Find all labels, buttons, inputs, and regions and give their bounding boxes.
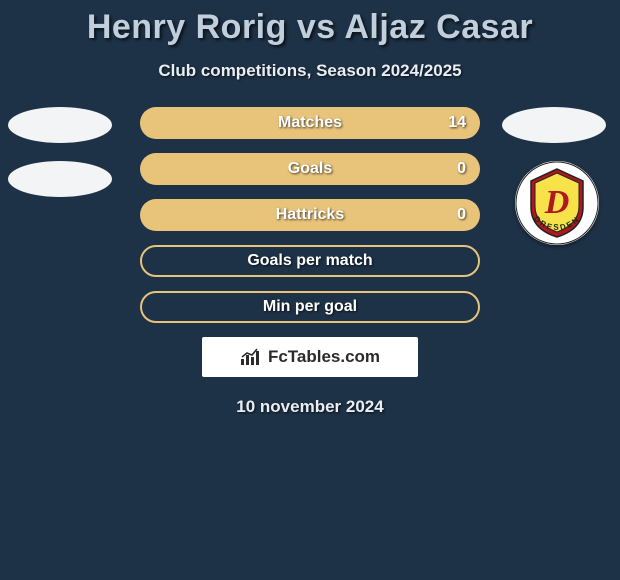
- subtitle: Club competitions, Season 2024/2025: [0, 61, 620, 81]
- stat-label: Hattricks: [140, 206, 480, 224]
- branding-box: FcTables.com: [202, 337, 418, 377]
- stat-label: Goals per match: [142, 252, 478, 270]
- stat-right-value: 14: [448, 114, 466, 132]
- page-title: Henry Rorig vs Aljaz Casar: [0, 0, 620, 47]
- stat-row-hattricks: Hattricks 0: [140, 199, 480, 231]
- stat-row-min-per-goal: Min per goal: [140, 291, 480, 323]
- stat-right-value: 0: [457, 206, 466, 224]
- bar-chart-icon: [240, 348, 262, 366]
- stat-row-goals-per-match: Goals per match: [140, 245, 480, 277]
- stat-row-goals: Goals 0: [140, 153, 480, 185]
- stat-label: Goals: [140, 160, 480, 178]
- branding-text: FcTables.com: [268, 347, 380, 367]
- stat-row-matches: Matches 14: [140, 107, 480, 139]
- dynamo-dresden-icon: D DRESDEN: [515, 161, 599, 245]
- footer-date: 10 november 2024: [0, 397, 620, 417]
- right-country-placeholder: [502, 107, 606, 143]
- comparison-area: D DRESDEN Matches 14 Goals 0 Hattricks 0…: [0, 107, 620, 323]
- stat-label: Min per goal: [142, 298, 478, 316]
- left-player-badges: [8, 107, 118, 215]
- stat-label: Matches: [140, 114, 480, 132]
- stats-column: Matches 14 Goals 0 Hattricks 0 Goals per…: [140, 107, 480, 323]
- right-player-badges: D DRESDEN: [502, 107, 612, 245]
- svg-text:D: D: [544, 184, 570, 221]
- left-club-placeholder: [8, 161, 112, 197]
- right-club-badge: D DRESDEN: [515, 161, 599, 245]
- stat-right-value: 0: [457, 160, 466, 178]
- left-country-placeholder: [8, 107, 112, 143]
